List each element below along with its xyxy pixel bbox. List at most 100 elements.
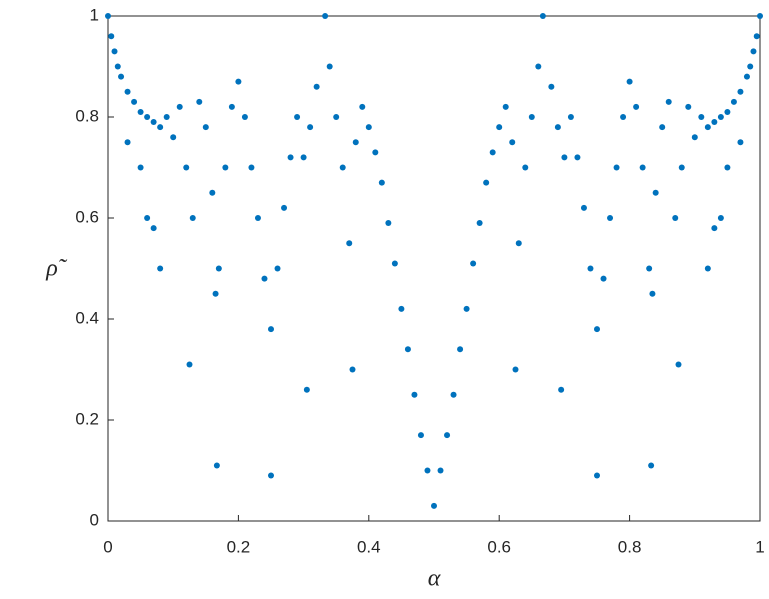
point (372, 149, 379, 156)
point (675, 361, 682, 368)
point (626, 78, 633, 85)
point (743, 73, 750, 80)
point (633, 103, 640, 110)
point (352, 139, 359, 146)
point (176, 103, 183, 110)
point (496, 124, 503, 131)
point (646, 265, 653, 272)
point (730, 98, 737, 105)
point (228, 103, 235, 110)
point (212, 290, 219, 297)
point (691, 134, 698, 141)
point (339, 164, 346, 171)
point (111, 48, 118, 55)
point (186, 361, 193, 368)
point (248, 164, 255, 171)
point (144, 114, 151, 120)
point (150, 119, 157, 126)
point (137, 164, 144, 171)
point (326, 63, 333, 70)
point (437, 467, 444, 474)
point (476, 220, 483, 227)
point (665, 98, 672, 105)
point (183, 164, 190, 171)
point (587, 265, 594, 272)
y-tick-label: 0.2 (75, 409, 99, 428)
point (567, 114, 574, 120)
point (652, 189, 659, 196)
point (431, 502, 437, 509)
point (215, 265, 222, 272)
point (737, 139, 744, 146)
point (378, 179, 385, 186)
plot-frame (107, 15, 761, 522)
point (463, 305, 470, 312)
y-tick-label: 1 (90, 5, 99, 24)
point (539, 13, 546, 19)
x-tick-label: 0.4 (357, 537, 381, 556)
point (750, 48, 757, 55)
point (724, 164, 731, 171)
point (753, 33, 760, 40)
x-tick-label: 0 (103, 537, 112, 556)
point (333, 114, 340, 120)
point (717, 215, 724, 221)
point (607, 215, 614, 221)
point (558, 386, 565, 393)
point (483, 179, 490, 186)
point (649, 290, 656, 297)
point (281, 204, 288, 211)
point (717, 114, 724, 120)
point (398, 305, 405, 312)
point (757, 13, 763, 19)
point (157, 265, 164, 272)
point (404, 346, 411, 353)
y-tick-label: 0.8 (75, 106, 99, 125)
point (287, 154, 294, 161)
point (124, 139, 131, 146)
point (157, 124, 164, 131)
x-tick-label: 0.6 (487, 537, 511, 556)
point (594, 472, 600, 479)
point (294, 114, 301, 120)
point (509, 139, 516, 146)
point (554, 124, 561, 131)
point (470, 260, 477, 267)
point (313, 83, 320, 90)
y-tick-label: 0.4 (75, 308, 99, 327)
point (613, 164, 620, 171)
point (685, 103, 692, 110)
point (108, 33, 115, 40)
point (349, 366, 356, 373)
point (704, 124, 711, 131)
point (489, 149, 496, 156)
point (648, 462, 655, 469)
point (196, 98, 203, 105)
point (189, 215, 196, 221)
point (170, 134, 177, 141)
point (600, 275, 607, 282)
point (114, 63, 121, 70)
point (502, 103, 509, 110)
point (512, 366, 519, 373)
point (303, 386, 310, 393)
point (268, 326, 274, 333)
point (213, 462, 220, 469)
point (359, 103, 366, 110)
point (385, 220, 392, 227)
point (118, 73, 125, 80)
point (724, 108, 731, 115)
point (274, 265, 281, 272)
x-tick-label: 1 (755, 537, 764, 556)
point (444, 432, 451, 439)
point (150, 225, 157, 232)
point (672, 215, 679, 221)
y-tick-label: 0 (90, 510, 99, 529)
point (124, 88, 131, 95)
y-axis-label: ρ̃ (45, 256, 68, 282)
point (254, 215, 261, 221)
y-tick-label: 0.6 (75, 207, 99, 226)
point (711, 225, 718, 232)
